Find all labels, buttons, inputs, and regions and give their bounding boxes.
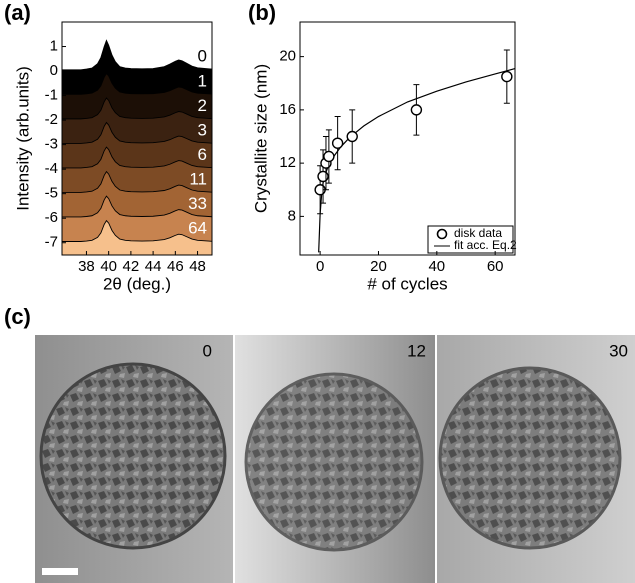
panel-label: (b) [248,0,276,25]
legend-label: disk data [454,226,502,240]
x-tick-label: 44 [145,258,162,275]
y-axis-label: Crystallite size (nm) [251,64,270,213]
plot-frame [61,21,213,256]
y-tick-label: 8 [288,207,296,224]
pattern-line [62,219,212,242]
y-tick-label: -5 [45,185,58,202]
x-tick-label: 20 [370,258,387,275]
panel-label: (c) [4,304,31,329]
pattern-label: 11 [189,170,207,189]
y-tick-label: 1 [50,37,58,54]
y-tick-label: 20 [279,48,296,65]
pattern-label: 2 [198,96,207,115]
panel-label: (a) [4,0,31,25]
pattern-label: 0 [198,47,207,66]
y-tick-label: 0 [50,62,58,79]
panel-c: 0 12 30 [35,335,635,583]
x-axis-label: 2θ (deg.) [103,274,171,293]
pattern-label: 3 [198,121,207,140]
y-tick-label: 16 [279,101,296,118]
pattern-label: 1 [198,72,207,91]
plot-frame [299,21,516,256]
image-label: 30 [609,341,628,360]
data-point [410,104,423,116]
x-tick-label: 38 [78,258,95,275]
data-point [346,130,358,143]
x-tick-label: 40 [428,258,445,275]
pattern-line [62,72,212,95]
scale-bar [42,568,78,575]
y-tick-label: -6 [45,209,58,226]
x-tick-label: 60 [487,258,504,275]
data-point [317,170,329,183]
x-tick-label: 40 [100,258,117,275]
pattern-line [62,121,212,144]
data-point [331,137,344,149]
data-point [501,70,513,83]
legend-label: fit acc. Eq.2 [454,238,517,252]
panel-a: 0 1 2 3 6 11 33 64 38 40 42 44 46 48 1 0 -1 -2 -3 -4 -5 -6 -7 2… [13,21,213,293]
pattern-label: 33 [188,194,207,213]
pattern-line [62,97,212,120]
y-tick-label: -4 [45,160,58,177]
x-tick-label: 46 [167,258,184,275]
y-tick-label: 12 [279,154,296,171]
pattern-line [62,146,212,169]
y-tick-label: -1 [45,87,58,104]
image-label: 12 [407,341,426,360]
pattern-line [62,170,212,193]
y-tick-label: -3 [45,136,58,153]
pattern-label: 64 [188,219,207,238]
image-label: 0 [203,341,212,360]
pattern-line [62,39,212,71]
plot-area [62,39,212,255]
x-tick-label: 0 [316,258,324,275]
x-tick-label: 48 [189,258,206,275]
legend-marker [436,228,448,240]
legend-box [427,225,514,254]
data-point [323,150,335,163]
disk [438,366,622,550]
disk [39,362,227,550]
disk [244,372,424,552]
x-tick-label: 42 [123,258,140,275]
x-axis-label: # of cycles [367,274,447,293]
pattern-label: 6 [198,145,207,164]
pattern-fill [62,220,212,255]
y-tick-label: -7 [45,234,58,251]
pattern-line [62,195,212,218]
y-axis-label: Intensity (arb.units) [13,66,32,211]
y-tick-label: -2 [45,111,58,128]
